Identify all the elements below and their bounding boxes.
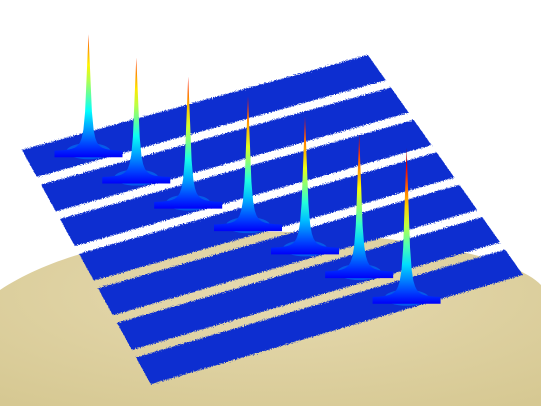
peak-spike xyxy=(325,134,394,279)
surface-ribbon xyxy=(136,249,523,385)
peak-spike xyxy=(102,57,171,184)
peak-spike xyxy=(213,96,282,232)
surface-ribbon xyxy=(22,55,386,177)
peak-spike xyxy=(271,116,340,255)
peak-spike xyxy=(372,147,441,304)
peak-spike xyxy=(154,76,223,209)
peak-spike xyxy=(54,34,123,158)
